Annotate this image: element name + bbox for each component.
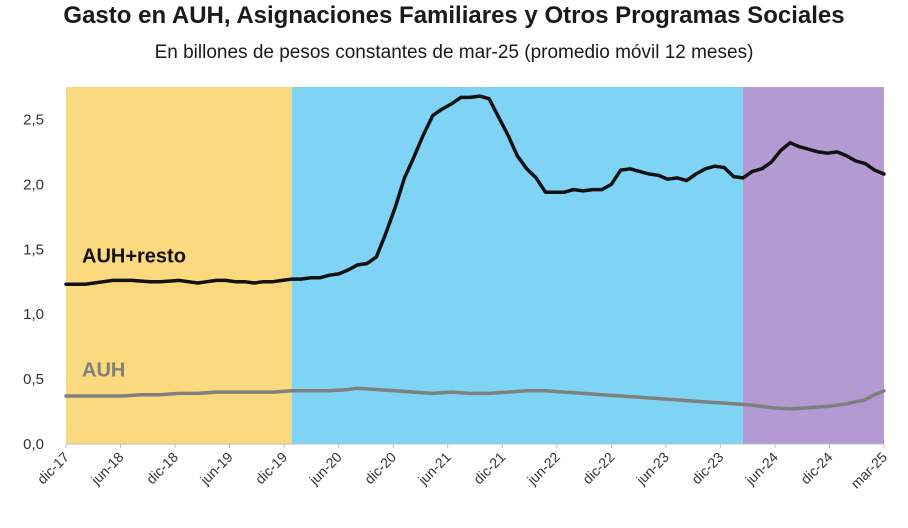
- y-tick-label: 2,5: [23, 111, 44, 128]
- x-tick-label: mar-25: [847, 449, 890, 492]
- x-tick-label: dic-18: [143, 449, 181, 487]
- period-band-2: [742, 87, 884, 444]
- chart-title: Gasto en AUH, Asignaciones Familiares y …: [63, 2, 845, 29]
- chart-subtitle: En billones de pesos constantes de mar-2…: [154, 42, 754, 63]
- x-tick-label: dic-19: [252, 449, 290, 487]
- y-tick-label: 1,0: [23, 306, 44, 323]
- x-tick-label: jun-22: [523, 449, 563, 489]
- x-tick-label: dic-17: [34, 449, 72, 487]
- x-tick-label: jun-24: [742, 449, 782, 489]
- series-lines: [64, 94, 886, 411]
- series-line-auh: [64, 386, 886, 411]
- x-tick-label: dic-24: [797, 449, 835, 487]
- x-tick-label: jun-19: [196, 449, 236, 489]
- x-tick-label: jun-20: [305, 449, 345, 489]
- x-tick-label: jun-18: [87, 449, 127, 489]
- period-backgrounds: [66, 87, 884, 444]
- series-labels: AUH+resto AUH: [82, 245, 186, 381]
- x-tick-label: dic-22: [579, 449, 617, 487]
- series-label-auh: AUH: [82, 359, 125, 381]
- x-tick-label: dic-20: [361, 449, 399, 487]
- x-tick-label: dic-21: [470, 449, 508, 487]
- y-tick-label: 2,0: [23, 176, 44, 193]
- series-line-auh-resto: [64, 94, 886, 287]
- y-tick-label: 0,5: [23, 371, 44, 388]
- series-label-auh-resto: AUH+resto: [82, 245, 186, 267]
- x-tick-label: jun-21: [414, 449, 454, 489]
- period-band-1: [291, 87, 743, 444]
- y-tick-label: 0,0: [23, 436, 44, 453]
- y-tick-label: 1,5: [23, 241, 44, 258]
- x-tick-label: dic-23: [688, 449, 726, 487]
- period-band-0: [66, 87, 292, 444]
- x-tick-label: jun-23: [632, 449, 672, 489]
